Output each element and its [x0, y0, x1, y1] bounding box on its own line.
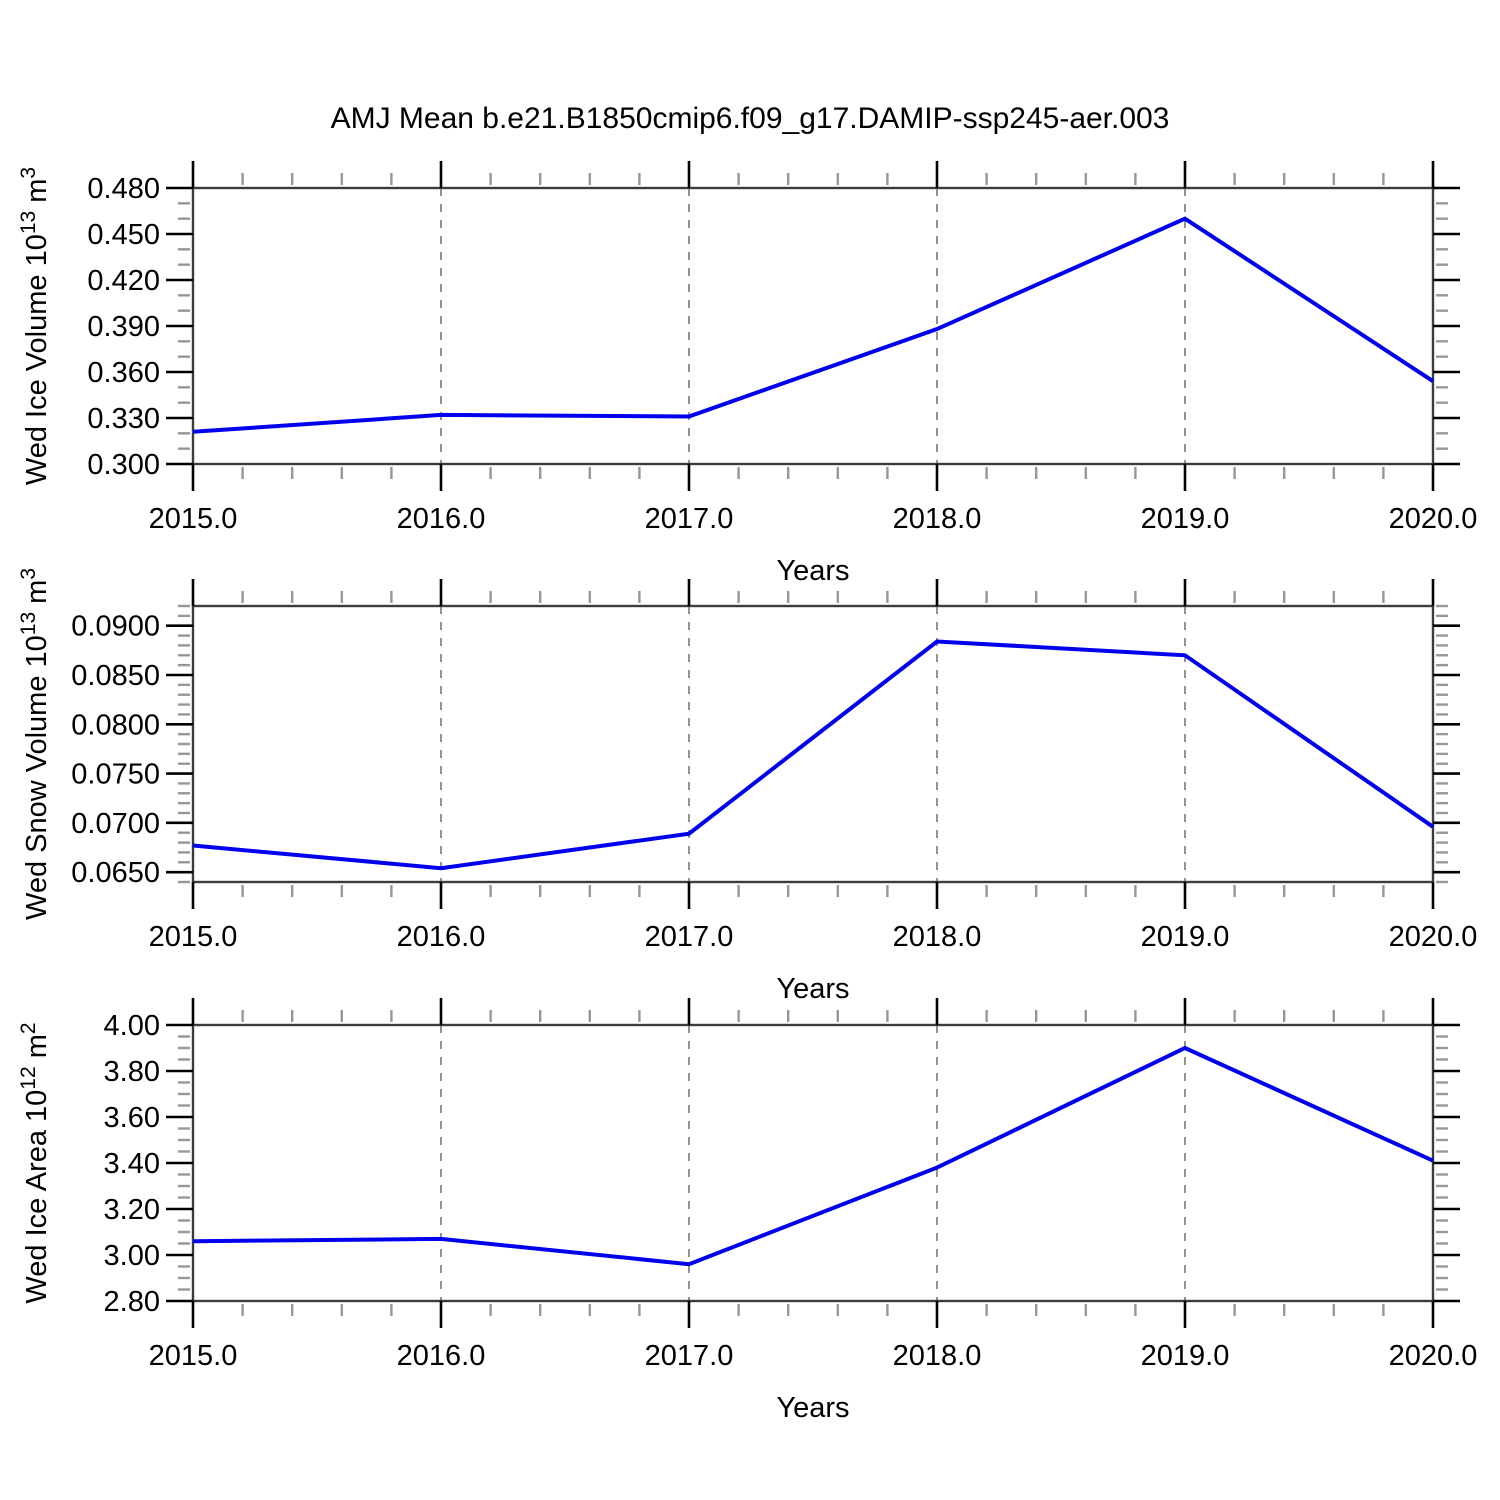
x-tick-label: 2018.0: [893, 921, 982, 953]
y-tick-label: 0.330: [87, 403, 160, 435]
y-axis-label: Wed Snow Volume 1013 m3: [17, 568, 53, 920]
x-tick-label: 2015.0: [149, 503, 238, 535]
y-tick-label: 0.390: [87, 311, 160, 343]
y-tick-label: 0.0700: [71, 808, 160, 840]
x-tick-label: 2019.0: [1141, 503, 1230, 535]
x-tick-label: 2020.0: [1389, 921, 1478, 953]
x-tick-label: 2016.0: [397, 921, 486, 953]
x-tick-label: 2015.0: [149, 921, 238, 953]
y-tick-label: 4.00: [104, 1010, 160, 1042]
x-tick-label: 2016.0: [397, 503, 486, 535]
y-tick-label: 3.80: [104, 1056, 160, 1088]
y-tick-label: 0.360: [87, 357, 160, 389]
x-tick-label: 2015.0: [149, 1340, 238, 1372]
y-axis-label: Wed Ice Area 1012 m2: [17, 1022, 53, 1303]
y-tick-label: 3.20: [104, 1194, 160, 1226]
y-tick-label: 3.40: [104, 1148, 160, 1180]
y-tick-label: 0.0800: [71, 709, 160, 741]
x-axis-label: Years: [776, 973, 849, 1005]
panel-wed-ice-volume: 0.300 0.330 0.360 0.390 0.420 0.450 0.480 2015.…: [17, 161, 1477, 587]
y-tick-label: 0.300: [87, 449, 160, 481]
y-tick-label: 0.420: [87, 265, 160, 297]
plot-border: [191, 604, 1435, 884]
y-tick-label: 3.00: [104, 1240, 160, 1272]
series-line-wed-ice-volume: [192, 216, 1435, 434]
x-tick-label: 2016.0: [397, 1340, 486, 1372]
x-tick-label: 2020.0: [1389, 1340, 1478, 1372]
x-tick-label: 2017.0: [645, 921, 734, 953]
y-tick-label: 0.0850: [71, 660, 160, 692]
plot-border: [191, 186, 1435, 466]
series-line-wed-ice-area: [192, 1045, 1434, 1267]
x-tick-label: 2019.0: [1141, 1340, 1230, 1372]
plot-border: [191, 1023, 1435, 1303]
y-tick-label: 0.480: [87, 173, 160, 205]
y-tick-label: 0.0650: [71, 857, 160, 889]
x-axis-label: Years: [776, 555, 849, 587]
y-tick-label: 2.80: [104, 1286, 160, 1318]
y-tick-label: 0.0750: [71, 759, 160, 791]
x-tick-label: 2018.0: [893, 1340, 982, 1372]
x-tick-label: 2019.0: [1141, 921, 1230, 953]
y-tick-label: 0.450: [87, 219, 160, 251]
y-axis-label: Wed Ice Volume 1013 m3: [17, 167, 53, 485]
chart-title: AMJ Mean b.e21.B1850cmip6.f09_g17.DAMIP-…: [330, 102, 1170, 135]
y-tick-label: 0.0900: [71, 611, 160, 643]
x-tick-label: 2020.0: [1389, 503, 1478, 535]
series-line-wed-snow-volume: [192, 639, 1435, 871]
panel-wed-ice-area: 2.80 3.00 3.20 3.40 3.60 3.80 4.00 2015.0 2016.0…: [17, 998, 1477, 1424]
x-tick-label: 2017.0: [645, 503, 734, 535]
x-tick-label: 2017.0: [645, 1340, 734, 1372]
y-tick-label: 3.60: [104, 1102, 160, 1134]
x-axis-label: Years: [776, 1392, 849, 1424]
x-tick-label: 2018.0: [893, 503, 982, 535]
panel-wed-snow-volume: 0.0650 0.0700 0.0750 0.0800 0.0850 0.0900 2015…: [17, 568, 1477, 1005]
